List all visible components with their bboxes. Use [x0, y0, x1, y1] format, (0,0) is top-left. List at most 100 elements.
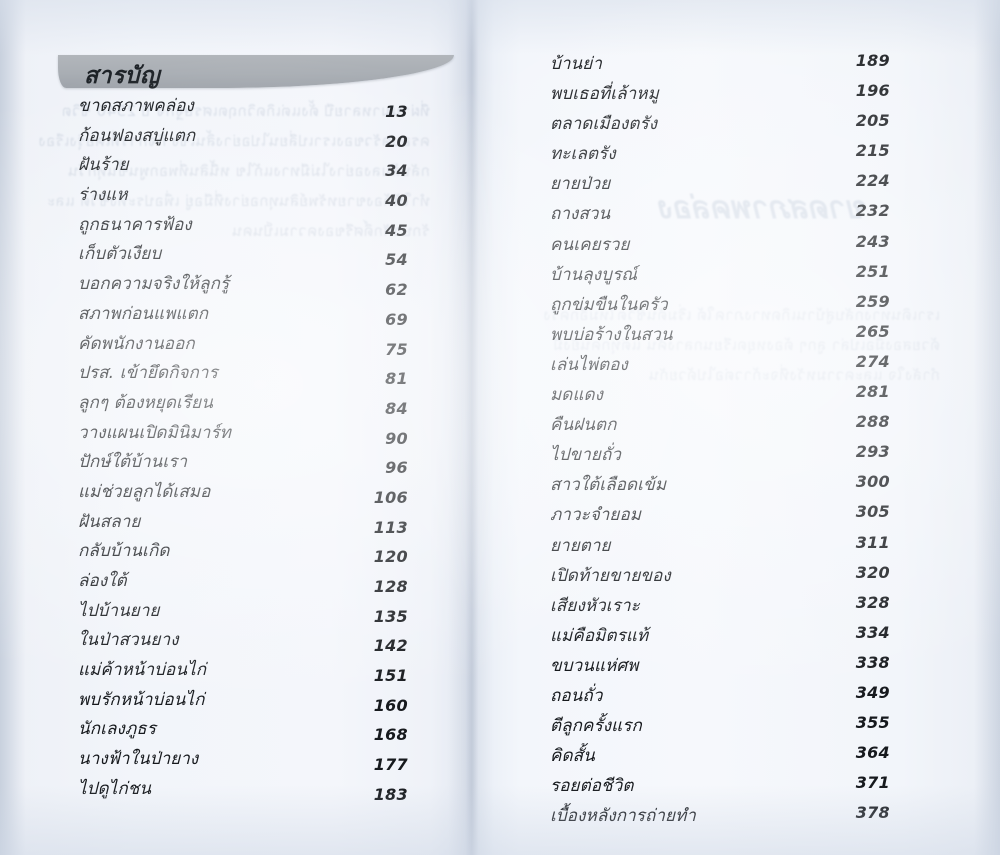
toc-entry-page-number: 160 [373, 695, 408, 715]
toc-entry[interactable]: บ้านย่า 189 [550, 50, 890, 80]
toc-entry-page-number: 196 [855, 81, 890, 101]
toc-entry[interactable]: เบื้องหลังการถ่ายทำ 378 [550, 802, 890, 832]
toc-entry[interactable]: สาวใต้เลือดเข้ม 300 [550, 471, 890, 501]
toc-entry[interactable]: พบบ่อร้างในสวน 265 [550, 321, 890, 351]
toc-entry[interactable]: เล่นไพ่ตอง 274 [550, 351, 890, 381]
toc-entry-page-number: 251 [855, 261, 890, 281]
toc-entry[interactable]: คิดสั้น 364 [550, 742, 890, 772]
toc-entry-page-number: 293 [855, 442, 890, 462]
toc-entry-title: ทะเลตรัง [550, 144, 616, 165]
toc-entry-page-number: 69 [385, 309, 408, 329]
toc-entry-page-number: 232 [855, 201, 890, 221]
toc-entry[interactable]: ถางสวน 232 [550, 200, 890, 230]
toc-entry-page-number: 142 [373, 636, 408, 656]
toc-entry[interactable]: ไปดูไก่ชน 183 [78, 775, 408, 805]
toc-entry-title: มดแดง [550, 385, 604, 406]
toc-entry[interactable]: มดแดง 281 [550, 381, 890, 411]
toc-entry-title: พบเธอที่เล้าหมู [550, 84, 659, 105]
toc-entry[interactable]: ภาวะจำยอม 305 [550, 501, 890, 531]
toc-entry-title: ยายตาย [550, 535, 611, 556]
toc-entry[interactable]: คืนฝนตก 288 [550, 411, 890, 441]
toc-entry[interactable]: รอยต่อชีวิต 371 [550, 772, 890, 802]
toc-entry[interactable]: นางฟ้าในป่ายาง 177 [78, 745, 408, 775]
toc-entry-page-number: 349 [855, 682, 890, 702]
toc-entry[interactable]: ก้อนฟองสบู่แตก 20 [78, 122, 408, 152]
toc-entry-title: ถูกธนาคารฟ้อง [78, 214, 192, 235]
toc-entry-page-number: 135 [373, 606, 408, 626]
toc-entry[interactable]: บ้านลุงบูรณ์ 251 [550, 261, 890, 291]
toc-entry-title: ยายป่วย [550, 174, 611, 195]
toc-entry[interactable]: เก็บตัวเงียบ 54 [78, 240, 408, 270]
toc-entry[interactable]: ขาดสภาพคล่อง 13 [78, 92, 408, 122]
toc-entry-title: ถอนถั่ว [550, 685, 603, 706]
toc-entry[interactable]: ลูกๆ ต้องหยุดเรียน 84 [78, 389, 408, 419]
toc-entry[interactable]: กลับบ้านเกิด 120 [78, 537, 408, 567]
toc-entry[interactable]: คัดพนักงานออก 75 [78, 330, 408, 360]
toc-entry[interactable]: พบรักหน้าบ่อนไก่ 160 [78, 686, 408, 716]
toc-entry-page-number: 288 [855, 412, 890, 432]
toc-entry-page-number: 128 [373, 577, 408, 596]
toc-entry-page-number: 96 [385, 458, 408, 478]
toc-entry[interactable]: แม่ค้าหน้าบ่อนไก่ 151 [78, 656, 408, 686]
toc-entry[interactable]: เสียงหัวเราะ 328 [550, 592, 890, 622]
toc-entry[interactable]: วางแผนเปิดมินิมาร์ท 90 [78, 419, 408, 449]
toc-entry[interactable]: ร่างแห 40 [78, 181, 408, 211]
toc-entry[interactable]: ล่องใต้ 128 [78, 567, 408, 597]
toc-entry[interactable]: ปรส. เข้ายึดกิจการ 81 [78, 359, 408, 389]
toc-entry-title: ฝันสลาย [78, 511, 141, 532]
toc-entry-page-number: 20 [385, 131, 408, 151]
toc-entry-page-number: 274 [855, 351, 890, 371]
toc-entry-title: พบบ่อร้างในสวน [550, 324, 673, 345]
toc-entry-title: ถางสวน [550, 204, 611, 225]
toc-entry[interactable]: ฝันร้าย 34 [78, 151, 408, 181]
toc-entry-title: ลูกๆ ต้องหยุดเรียน [78, 392, 213, 413]
toc-entry-page-number: 84 [385, 398, 408, 418]
toc-entry[interactable]: ถอนถั่ว 349 [550, 682, 890, 712]
toc-entry-title: รอยต่อชีวิต [550, 776, 634, 797]
toc-entry-page-number: 90 [385, 428, 408, 448]
toc-entry-title: สภาพก่อนแพแตก [78, 303, 209, 324]
toc-entry-page-number: 355 [855, 713, 890, 733]
toc-entry-page-number: 371 [855, 773, 890, 793]
toc-entry[interactable]: ไปบ้านยาย 135 [78, 597, 408, 627]
toc-entry[interactable]: ไปขายถั่ว 293 [550, 441, 890, 471]
toc-entry-page-number: 305 [855, 502, 890, 522]
toc-entry-page-number: 151 [373, 666, 408, 686]
toc-entry[interactable]: ทะเลตรัง 215 [550, 140, 890, 170]
toc-entry[interactable]: ถูกข่มขืนในครัว 259 [550, 291, 890, 321]
toc-entry[interactable]: เปิดท้ายขายของ 320 [550, 562, 890, 592]
toc-entry-title: ล่องใต้ [78, 571, 127, 591]
toc-entry-title: ฝันร้าย [78, 155, 129, 176]
toc-entry[interactable]: ในป่าสวนยาง 142 [78, 626, 408, 656]
toc-entry-page-number: 224 [855, 171, 890, 191]
toc-entry[interactable]: ฝันสลาย 113 [78, 508, 408, 538]
toc-entry[interactable]: ขบวนแห่ศพ 338 [550, 652, 890, 682]
toc-entry[interactable]: บอกความจริงให้ลูกรู้ 62 [78, 270, 408, 300]
toc-entry-page-number: 189 [855, 51, 890, 70]
toc-entry-title: ไปขายถั่ว [550, 445, 622, 466]
toc-entry[interactable]: ตลาดเมืองตรัง 205 [550, 110, 890, 140]
toc-entry[interactable]: นักเลงภูธร 168 [78, 715, 408, 745]
toc-entry[interactable]: แม่คือมิตรแท้ 334 [550, 622, 890, 652]
toc-entry[interactable]: ยายตาย 311 [550, 532, 890, 562]
toc-entry-page-number: 265 [855, 321, 890, 341]
left-page-edge [0, 0, 26, 855]
toc-entry[interactable]: ถูกธนาคารฟ้อง 45 [78, 211, 408, 241]
toc-entry[interactable]: คนเคยรวย 243 [550, 231, 890, 261]
toc-entry-title: พบรักหน้าบ่อนไก่ [78, 689, 205, 710]
toc-entry[interactable]: พบเธอที่เล้าหมู 196 [550, 80, 890, 110]
toc-entry-page-number: 243 [855, 231, 890, 251]
toc-entry[interactable]: ตีลูกครั้งแรก 355 [550, 712, 890, 742]
toc-entry[interactable]: ปักษ์ใต้บ้านเรา 96 [78, 448, 408, 478]
toc-entry-page-number: 215 [855, 141, 890, 161]
toc-entry[interactable]: ยายป่วย 224 [550, 170, 890, 200]
toc-entry-title: แม่ค้าหน้าบ่อนไก่ [78, 660, 207, 681]
toc-entry[interactable]: สภาพก่อนแพแตก 69 [78, 300, 408, 330]
toc-entry[interactable]: แม่ช่วยลูกได้เสมอ 106 [78, 478, 408, 508]
toc-entry-page-number: 62 [385, 280, 408, 300]
toc-entry-title: บ้านลุงบูรณ์ [550, 264, 638, 285]
toc-entry-title: เล่นไพ่ตอง [550, 354, 628, 375]
toc-entry-page-number: 177 [373, 755, 408, 775]
toc-entry-title: กลับบ้านเกิด [78, 541, 170, 562]
toc-entry-title: เบื้องหลังการถ่ายทำ [550, 806, 696, 827]
